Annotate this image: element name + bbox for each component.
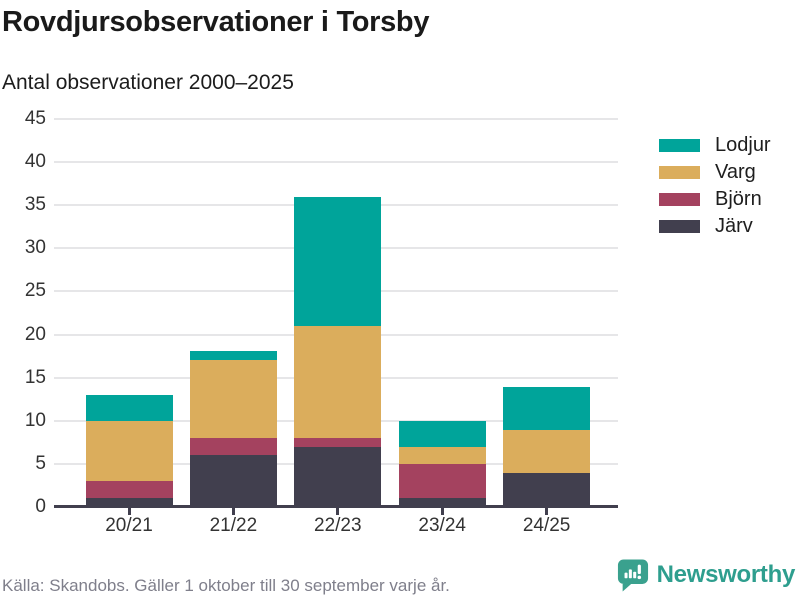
- x-axis-tick-label: 20/21: [105, 515, 153, 536]
- bar-segment-lodjur-23/24: [398, 421, 486, 447]
- y-axis-tick-label: 15: [24, 366, 46, 388]
- page-title: Rovdjursobservationer i Torsby: [2, 6, 430, 38]
- legend-item-björn: Björn: [659, 186, 771, 213]
- legend-label: Björn: [715, 188, 762, 210]
- bar-segment-lodjur-22/23: [294, 197, 382, 326]
- x-axis-tick: [231, 508, 235, 515]
- x-axis-line: [54, 505, 618, 508]
- bar-segment-järv-21/22: [189, 455, 277, 507]
- speech-bubble-bar-chart-icon: [617, 559, 648, 592]
- x-axis-tick: [545, 508, 549, 515]
- bar-segment-björn-20/21: [85, 481, 173, 498]
- bar-24/25: [503, 387, 591, 507]
- newsworthy-brand-name: Newsworthy: [656, 561, 796, 588]
- x-axis-tick: [440, 508, 444, 515]
- legend-item-lodjur: Lodjur: [659, 132, 771, 159]
- legend-swatch: [659, 193, 700, 206]
- legend-item-varg: Varg: [659, 159, 771, 186]
- page-subtitle: Antal observationer 2000–2025: [2, 71, 294, 94]
- y-axis-tick-label: 30: [24, 237, 46, 259]
- legend-label: Lodjur: [715, 134, 771, 156]
- bar-segment-varg-21/22: [189, 360, 277, 438]
- legend-swatch: [659, 166, 700, 179]
- bar-segment-järv-24/25: [503, 473, 591, 507]
- x-axis-tick-label: 24/25: [522, 515, 571, 536]
- legend-label: Järv: [715, 215, 753, 237]
- x-axis-tick-label: 21/22: [209, 515, 258, 536]
- legend-item-järv: Järv: [659, 213, 771, 240]
- bar-segment-varg-23/24: [398, 447, 486, 464]
- y-axis-tick-label: 10: [24, 409, 46, 431]
- legend: Lodjur Varg Björn Järv: [659, 132, 771, 240]
- x-axis-tick-label: 23/24: [418, 515, 466, 536]
- y-axis-tick-label: 45: [24, 108, 46, 129]
- bar-segment-lodjur-21/22: [189, 351, 277, 360]
- legend-swatch: [659, 139, 700, 152]
- x-axis-tick-label: 22/23: [314, 515, 362, 536]
- legend-label: Varg: [715, 161, 756, 183]
- bar-segment-lodjur-24/25: [503, 387, 591, 430]
- bar-segment-järv-20/21: [85, 498, 173, 507]
- legend-swatch: [659, 220, 700, 233]
- y-axis-tick-label: 25: [24, 280, 46, 302]
- plot-area: [62, 119, 618, 507]
- x-axis-tick: [336, 508, 340, 515]
- bar-20/21: [85, 395, 173, 507]
- bar-segment-varg-20/21: [85, 421, 173, 481]
- bar-segment-björn-23/24: [398, 464, 486, 498]
- bar-segment-varg-24/25: [503, 430, 591, 473]
- bar-21/22: [189, 351, 277, 507]
- bar-segment-björn-21/22: [189, 438, 277, 455]
- y-axis-tick-label: 40: [24, 151, 46, 173]
- y-axis-tick-label: 20: [24, 323, 46, 345]
- gridline: [54, 118, 618, 120]
- bar-segment-varg-22/23: [294, 326, 382, 438]
- bar-22/23: [294, 197, 382, 507]
- newsworthy-logo: Newsworthy: [617, 558, 795, 592]
- bar-23/24: [398, 421, 486, 507]
- bar-segment-järv-22/23: [294, 447, 382, 507]
- bar-segment-lodjur-20/21: [85, 395, 173, 421]
- x-axis-tick: [127, 508, 131, 515]
- y-axis-tick-label: 0: [35, 496, 46, 517]
- y-axis-tick-label: 5: [35, 452, 46, 474]
- bar-segment-järv-23/24: [398, 498, 486, 507]
- footer-source: Källa: Skandobs. Gäller 1 oktober till 3…: [2, 576, 450, 595]
- gridline: [54, 161, 618, 164]
- y-axis-tick-label: 35: [24, 194, 46, 216]
- bar-segment-björn-22/23: [294, 438, 382, 447]
